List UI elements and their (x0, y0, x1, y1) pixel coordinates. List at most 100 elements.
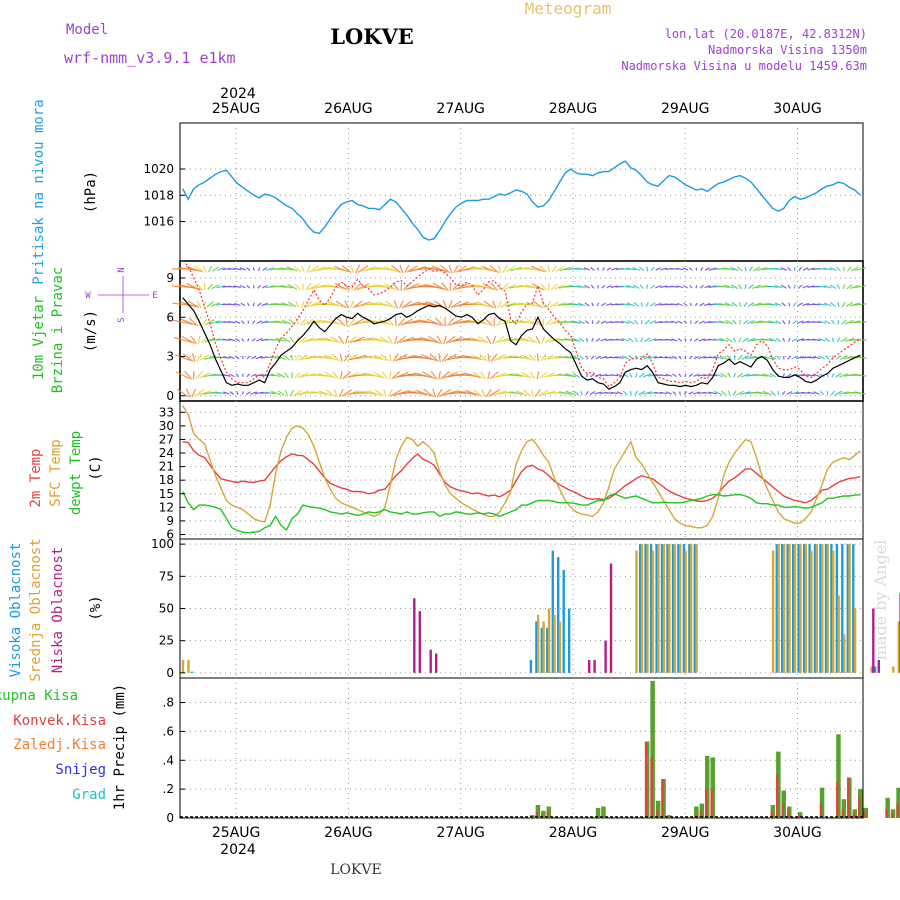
cloud-bar (846, 544, 849, 673)
wind-arrow (788, 302, 791, 307)
cloud-bar (644, 544, 647, 673)
cloud-bar (813, 544, 817, 673)
series-line-gust (182, 260, 861, 388)
wind-arrow (742, 319, 749, 325)
wind-arrow (299, 336, 307, 344)
wind-arrow (688, 373, 693, 378)
wind-arrow (367, 390, 381, 396)
wind-arrow (240, 320, 245, 325)
wind-arrow (378, 318, 392, 326)
wind-arrow (679, 391, 681, 395)
wind-arrow (718, 285, 730, 288)
wind-arrow (698, 320, 705, 324)
precip-conv-bar (852, 813, 855, 818)
wind-arrow (448, 336, 464, 344)
wind-arrow (718, 302, 730, 306)
wind-arrow (184, 370, 193, 380)
wind-arrow (703, 302, 711, 306)
wind-arrow (676, 267, 684, 271)
wind-arrow (173, 336, 192, 343)
wind-arrow (252, 320, 256, 325)
wind-arrow (650, 284, 656, 289)
wind-arrow (571, 320, 582, 324)
wind-arrow (287, 301, 297, 308)
cloud-bar (651, 550, 655, 673)
wind-arrow (846, 284, 853, 290)
wind-arrow (841, 319, 847, 325)
wind-arrow (481, 265, 497, 273)
wind-arrow (683, 320, 688, 324)
wind-arrow (633, 302, 640, 307)
wind-arrow (289, 336, 295, 343)
wind-arrow (366, 372, 382, 378)
series-line-mean (182, 297, 861, 390)
wind-arrow (535, 335, 541, 344)
wind-arrow (240, 302, 246, 307)
wind-arrow (540, 353, 547, 362)
wind-arrow (616, 356, 624, 359)
wind-arrow (595, 355, 601, 360)
wind-arrow (351, 318, 364, 326)
wind-arrow (348, 318, 356, 327)
wind-arrow (187, 300, 200, 309)
wind-arrow (493, 353, 506, 362)
wind-arrow (694, 338, 699, 342)
wind-arrow (775, 337, 781, 342)
wind-arrow (665, 373, 673, 377)
precip-conv-bar (847, 777, 850, 818)
wind-arrow (323, 354, 337, 361)
wind-arrow (350, 336, 366, 344)
wind-arrow (356, 283, 370, 291)
wind-arrow (649, 320, 657, 325)
wind-arrow (324, 371, 336, 379)
wind-arrow (767, 303, 778, 306)
wind-arrow (239, 267, 246, 271)
cloud-bar (679, 544, 682, 673)
wind-arrow (443, 371, 458, 379)
wind-arrow (451, 282, 460, 291)
wind-arrow (807, 391, 815, 395)
wind-arrow (708, 356, 718, 359)
wind-arrow (234, 302, 241, 306)
wind-arrow (812, 338, 821, 342)
wind-arrow (600, 338, 607, 342)
wind-arrow (524, 267, 541, 271)
wind-arrow (796, 320, 804, 325)
y-tick-label: 21 (159, 460, 174, 474)
wind-arrow (257, 267, 261, 271)
wind-arrow (473, 389, 483, 397)
y-tick-label: .8 (163, 696, 174, 710)
precip-axis-title: 1hr Precip (mm) (112, 684, 128, 810)
wind-arrow (762, 373, 773, 378)
wind-arrow (836, 337, 841, 343)
cloud-bar (841, 544, 844, 673)
wind-arrow (590, 284, 595, 289)
wind-arrow (586, 373, 589, 378)
precip-conv-bar (863, 812, 866, 818)
wind-arrow (688, 391, 694, 395)
cloud-bar (877, 660, 880, 673)
wind-arrow (790, 391, 799, 395)
wind-arrow (589, 390, 596, 396)
wind-arrow (558, 391, 572, 395)
wind-arrow (672, 373, 677, 378)
wind-arrow (374, 389, 385, 397)
cloud-bar (815, 544, 818, 673)
y-tick-label: 33 (159, 405, 174, 419)
wind-arrow (553, 302, 566, 307)
wind-arrow (655, 284, 662, 289)
y-tick-label: 0 (166, 811, 174, 825)
precip-bar (797, 812, 803, 818)
wind-arrow (665, 338, 673, 341)
wind-arrow (296, 390, 310, 396)
precip-conv-bar (890, 813, 893, 818)
wind-arrow (677, 338, 683, 342)
wind-arrow (564, 338, 578, 342)
wind-arrow (178, 284, 198, 290)
wind-arrow (296, 319, 299, 326)
wind-arrow (202, 300, 207, 308)
wind-arrow (448, 264, 453, 274)
wind-arrow (723, 284, 735, 289)
cloud-bar (832, 550, 835, 673)
wind-arrow (444, 353, 457, 362)
